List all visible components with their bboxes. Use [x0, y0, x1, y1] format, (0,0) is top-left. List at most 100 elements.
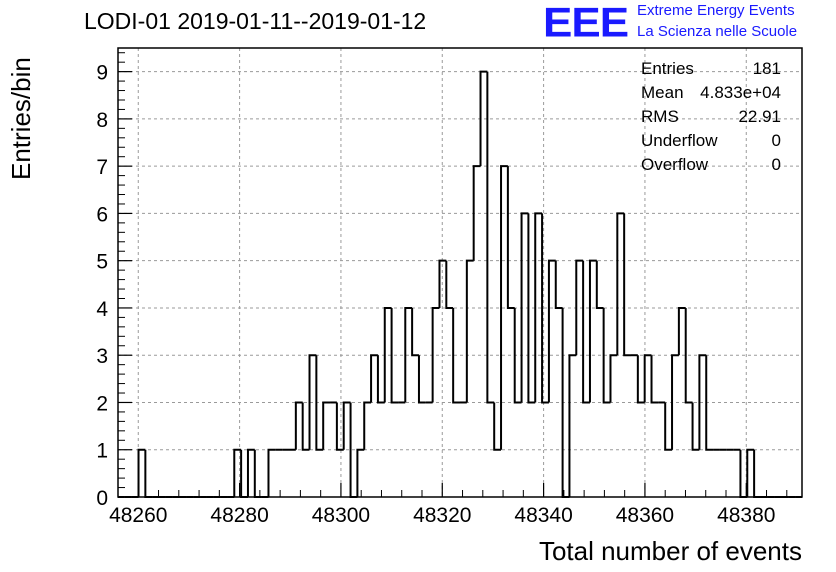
histogram-bin: [253, 449, 262, 498]
stat-label: Underflow: [641, 131, 718, 150]
logo-line-2: La Scienza nelle Scuole: [637, 23, 798, 40]
histogram-bin: [595, 260, 604, 309]
histogram-bin: [636, 355, 645, 404]
histogram-bin: [506, 166, 515, 309]
histogram-bin: [465, 259, 474, 403]
histogram-bin: [246, 448, 255, 497]
histogram-bin: [677, 306, 686, 356]
histogram-bin: [486, 71, 495, 404]
histogram-bin: [376, 355, 385, 404]
histogram-bin: [684, 307, 693, 404]
stat-row-mean: Mean 4.833e+04: [641, 84, 781, 108]
histogram-bin: [452, 307, 460, 404]
histogram-bin: [438, 259, 447, 308]
histogram-bin: [650, 355, 659, 404]
logo-line-1: Extreme Energy Events: [637, 2, 795, 19]
x-tick-label: 48320: [413, 504, 471, 527]
histogram-bin: [500, 165, 508, 450]
histogram-bin: [520, 212, 529, 403]
histogram-bin: [144, 449, 153, 498]
histogram-bin: [698, 354, 707, 450]
x-axis-label: Total number of events: [538, 536, 802, 566]
histogram-bin: [431, 306, 440, 403]
histogram-bin: [472, 165, 481, 261]
histogram-bin: [445, 260, 454, 309]
histogram-bin: [267, 448, 276, 497]
histogram-bin: [390, 307, 399, 404]
stats-box: Entries 181 Mean 4.833e+04 RMS 22.91 Und…: [641, 60, 781, 180]
x-tick-label: 48360: [616, 504, 674, 527]
y-tick-label: 7: [96, 156, 108, 179]
y-axis-label: Entries/bin: [6, 57, 36, 180]
stat-label: Overflow: [641, 155, 709, 174]
y-tick-label: 0: [96, 487, 108, 510]
y-tick-label: 8: [96, 109, 108, 132]
stat-row-entries: Entries 181: [641, 60, 781, 84]
histogram-bin: [417, 355, 426, 404]
y-tick-label: 3: [96, 345, 108, 368]
stat-value: 0: [771, 131, 781, 150]
histogram-bin: [664, 402, 673, 451]
y-tick-label: 4: [96, 298, 108, 321]
histogram-bin: [240, 449, 248, 498]
stat-value: 0: [771, 155, 781, 174]
histogram-bin: [294, 401, 303, 450]
eee-logo-icon: EEE: [543, 0, 629, 46]
x-tick-label: 48380: [717, 504, 775, 527]
histogram-bin: [582, 260, 590, 404]
histogram-bin: [616, 212, 625, 356]
histogram-bin: [541, 213, 549, 404]
histogram-bin: [404, 306, 413, 403]
stat-row-underflow: Underflow 0: [641, 132, 781, 156]
histogram-bin: [554, 260, 563, 309]
x-tick-label: 48260: [109, 504, 167, 527]
histogram-bin: [753, 449, 761, 498]
histogram-bin: [493, 402, 502, 451]
histogram-bin: [233, 448, 242, 497]
histogram-bin: [671, 354, 679, 450]
histogram-bin: [342, 401, 351, 450]
chart-title: LODI-01 2019-01-11--2019-01-12: [84, 8, 427, 34]
x-tick-label: 48280: [210, 504, 268, 527]
histogram-bin: [602, 307, 611, 404]
y-tick-label: 2: [96, 392, 108, 415]
histogram-bin: [588, 259, 597, 403]
stat-value: 22.91: [738, 107, 781, 126]
stat-value: 4.833e+04: [700, 83, 781, 102]
stat-label: Mean: [641, 83, 684, 102]
stat-value: 181: [752, 59, 781, 78]
histogram-bin: [623, 213, 631, 357]
stat-row-overflow: Overflow 0: [641, 156, 781, 180]
y-tick-label: 9: [96, 62, 108, 85]
histogram-bin: [691, 402, 700, 451]
histogram-bin: [137, 448, 146, 497]
histogram-bin: [547, 259, 556, 403]
histogram-bin: [746, 448, 755, 497]
y-tick-label: 5: [96, 251, 108, 274]
histogram-bin: [609, 354, 618, 403]
histogram-bin: [513, 307, 522, 404]
x-axis: 48260 48280 48300 48320 48340 48360 48380: [109, 483, 788, 527]
histogram-bin: [356, 448, 365, 497]
histogram-bin: [383, 306, 392, 403]
histogram-bin: [370, 354, 378, 403]
histogram-bin: [411, 307, 419, 357]
stat-row-rms: RMS 22.91: [641, 108, 781, 132]
y-axis: 0 1 2 3 4 5 6 7 8 9: [96, 52, 132, 510]
histogram-bin: [301, 402, 310, 451]
x-tick-label: 48300: [312, 504, 370, 527]
histogram-bin: [534, 212, 543, 403]
y-tick-label: 1: [96, 440, 108, 463]
histogram-bin: [335, 402, 344, 451]
stat-label: Entries: [641, 59, 694, 78]
y-tick-label: 6: [96, 203, 108, 226]
histogram-bin: [308, 354, 317, 450]
histogram-bin: [322, 401, 331, 450]
histogram-bin: [575, 259, 584, 356]
histogram-bin: [643, 354, 652, 403]
histogram-bin: [363, 401, 372, 450]
plot-frame: [117, 47, 803, 498]
grid: [118, 48, 802, 497]
histogram-bin: [568, 354, 577, 497]
